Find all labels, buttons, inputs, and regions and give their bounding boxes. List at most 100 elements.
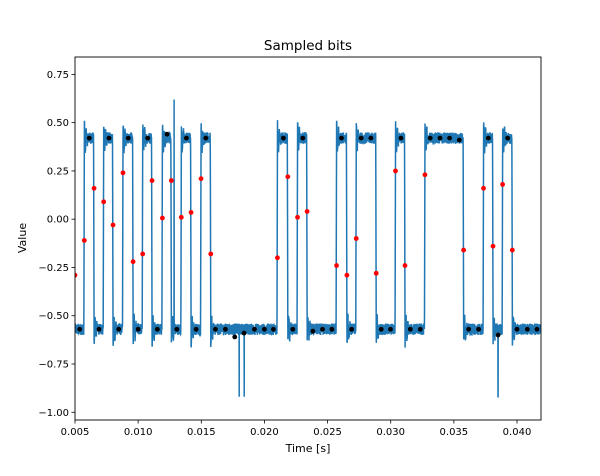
bit-sample-point [193, 326, 199, 332]
edge-sample-point [275, 255, 280, 261]
edge-sample-point [140, 251, 146, 257]
bit-sample-point [524, 326, 530, 332]
bit-sample-point [456, 137, 462, 143]
bit-sample-point [77, 326, 83, 332]
bit-sample-point [232, 334, 238, 340]
edge-sample-point [481, 185, 486, 191]
bit-sample-point [96, 326, 102, 332]
edge-sample-point [208, 251, 214, 257]
edge-sample-point [91, 185, 97, 191]
x-tick-label: 0.015 [187, 427, 216, 438]
bit-sample-point [437, 135, 443, 141]
bit-sample-point [417, 326, 423, 332]
bit-sample-point [534, 326, 540, 332]
x-tick-label: 0.035 [440, 427, 469, 438]
bit-sample-point [407, 326, 413, 332]
edge-sample-point [101, 199, 107, 205]
y-tick-label: −0.75 [38, 360, 69, 371]
y-tick-label: −0.50 [38, 311, 69, 322]
bit-sample-point [476, 326, 482, 332]
edge-sample-point [344, 272, 350, 278]
bit-sample-point [280, 135, 286, 141]
y-tick-label: 0.50 [47, 118, 69, 129]
bit-sample-point [213, 326, 218, 332]
bit-sample-point [447, 135, 452, 141]
signal-line [75, 99, 541, 398]
edge-sample-point [304, 209, 310, 214]
edge-sample-point [159, 215, 165, 221]
x-tick-label: 0.010 [124, 427, 153, 438]
chart-title: Sampled bits [264, 38, 352, 54]
bit-sample-point [485, 135, 491, 141]
plot-area [75, 99, 541, 398]
bit-sample-point [145, 135, 151, 141]
edge-sample-point [81, 238, 87, 243]
bit-sample-point [427, 135, 433, 141]
bit-sample-point [116, 326, 122, 332]
x-tick-label: 0.040 [503, 427, 532, 438]
bit-sample-point [203, 135, 209, 141]
bit-sample-point [329, 326, 335, 332]
edge-sample-point [130, 259, 136, 265]
edge-sample-point [422, 172, 428, 178]
edge-sample-point [75, 272, 78, 278]
bit-sample-point [164, 131, 170, 137]
bit-sample-point [378, 326, 384, 332]
bit-sample-point [495, 332, 501, 338]
edge-sample-point [334, 263, 339, 268]
edge-sample-point [393, 168, 398, 174]
y-tick-label: 0.00 [47, 215, 69, 226]
edge-sample-point [295, 214, 300, 220]
bit-sample-point [241, 330, 247, 336]
bit-sample-point [349, 326, 354, 332]
bit-sample-point [183, 135, 189, 141]
edge-sample-point [500, 182, 506, 187]
bit-sample-point [320, 326, 325, 332]
edge-sample-point [373, 270, 379, 276]
x-axis-label: Time [s] [285, 442, 331, 455]
x-tick-label: 0.020 [250, 427, 279, 438]
bit-sample-point [262, 326, 267, 332]
edge-sample-point [198, 176, 204, 182]
bit-sample-point [398, 135, 404, 141]
y-tick-label: 0.25 [47, 166, 69, 177]
axis-ticks: 0.005 0.010 0.015 0.020 0.025 0.030 0.035 0.040… [38, 70, 531, 438]
edge-sample-point [178, 214, 184, 220]
bit-sample-point [154, 326, 160, 332]
y-tick-label: 0.75 [47, 70, 69, 81]
bit-sample-point [106, 135, 112, 141]
bit-sample-point [310, 328, 316, 334]
edge-sample-point [168, 178, 174, 183]
edge-sample-point [188, 210, 194, 215]
edge-sample-point [285, 174, 291, 180]
bit-sample-point [135, 326, 141, 332]
bit-sample-point [125, 135, 131, 141]
edge-sample-point [149, 178, 155, 183]
axes-frame [74, 56, 542, 421]
bit-sample-point [252, 326, 257, 332]
bit-sample-point [358, 135, 364, 141]
edge-sample-point [461, 247, 466, 253]
bit-sample-point [388, 326, 393, 332]
bit-sample-point [270, 326, 276, 332]
bit-sample-point [368, 135, 374, 141]
bit-sample-point [300, 135, 306, 141]
bit-sample-point [223, 326, 228, 332]
bit-sample-point [339, 135, 344, 141]
bit-sample-point [290, 326, 296, 332]
bit-sample-point [86, 135, 92, 141]
x-tick-label: 0.005 [61, 427, 90, 438]
edge-sample-point [353, 236, 359, 241]
edge-sample-point [490, 243, 496, 249]
y-tick-label: −0.25 [38, 263, 69, 274]
bit-sample-point [514, 326, 520, 332]
bit-sample-point [174, 326, 180, 332]
bit-sample-point [466, 326, 472, 332]
y-axis-label: Value [16, 223, 29, 253]
edge-sample-point [509, 247, 515, 253]
edge-sample-point [402, 263, 408, 268]
x-tick-label: 0.025 [313, 427, 342, 438]
edge-sample-point [110, 222, 116, 228]
